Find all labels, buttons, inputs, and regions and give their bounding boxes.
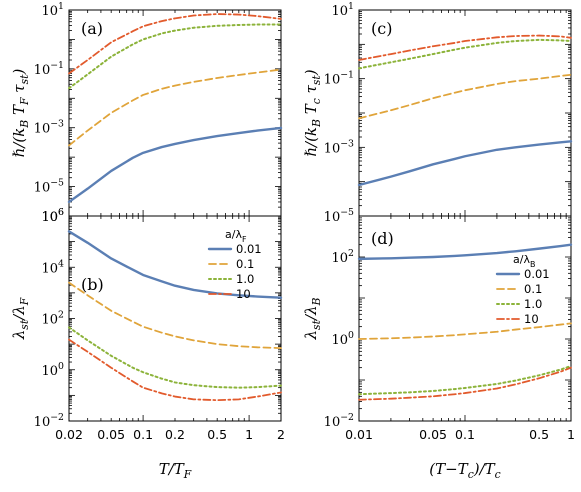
- series-line-1_0: [358, 364, 572, 396]
- x-axis-label-d: (T−Tc)/Tc: [429, 460, 500, 481]
- y-tick-label: 100: [42, 361, 65, 379]
- y-axis-label-b: λst/λF: [10, 297, 31, 340]
- panel-label-d: (d): [371, 229, 394, 248]
- series-line-0_01: [67, 126, 283, 204]
- x-tick-label: 0.05: [419, 427, 447, 442]
- y-tick-label: 10−5: [324, 207, 354, 225]
- panel-b: 10−2 100 102 104 106 0.02 0.05 0.1 0.2 0.5 1 2 (b) λs…: [10, 207, 285, 481]
- legend-title-b: a/λF: [225, 228, 247, 244]
- x-tick-label: 0.02: [55, 427, 83, 442]
- panel-c: 10−5 10−3 10−1 101 (c) ℏ/(kB Tc τst): [302, 1, 573, 225]
- series-line-0_01: [67, 230, 283, 299]
- series-line-0_01: [357, 140, 573, 187]
- x-tick-label: 0.5: [207, 427, 227, 442]
- series-line-10: [358, 366, 572, 401]
- series-line-0_1: [68, 68, 282, 147]
- x-tick-label: 0.5: [529, 427, 549, 442]
- series-line-10: [358, 34, 572, 61]
- y-tick-label: 10−3: [34, 119, 64, 137]
- x-tick-label: 0.2: [165, 427, 185, 442]
- legend-label-10: 10: [524, 312, 539, 326]
- legend-label-1_0: 1.0: [524, 297, 542, 311]
- series-line-0_1: [358, 322, 572, 340]
- y-tick-label: 106: [42, 207, 65, 225]
- legend-label-1_0: 1.0: [236, 272, 254, 286]
- x-tick-label: 1: [567, 427, 575, 442]
- legend-label-0_1: 0.1: [236, 257, 254, 271]
- x-tick-label: 1: [245, 427, 253, 442]
- panel-label-a: (a): [81, 19, 103, 38]
- y-tick-label: 102: [332, 248, 355, 266]
- y-tick-label: 104: [42, 258, 65, 276]
- legend-label-0_1: 0.1: [524, 282, 542, 296]
- legend-title-d: a/λB: [513, 253, 535, 269]
- panel-a: 106 10−5 10−3 10−1 101 (a) ℏ/(kB TF τst): [10, 1, 283, 225]
- y-axis-label-c: ℏ/(kB Tc τst): [302, 69, 323, 156]
- y-axis-label-a: ℏ/(kB TF τst): [10, 69, 31, 158]
- x-tick-label: 0.1: [133, 427, 153, 442]
- series-line-1_0: [68, 326, 282, 389]
- y-tick-label: 10−1: [34, 60, 64, 78]
- series-line-0_01: [357, 243, 573, 261]
- x-axis-label-b: T/TF: [159, 460, 192, 481]
- y-tick-label: 102: [42, 310, 65, 328]
- y-tick-label: 10−2: [34, 412, 64, 430]
- series-line-10: [68, 338, 282, 402]
- y-tick-label: 10−3: [324, 138, 354, 156]
- y-tick-label: 106: [42, 207, 65, 225]
- series-line-1_0: [358, 38, 572, 70]
- y-tick-label: 10−5: [34, 178, 64, 196]
- x-tick-label: 0.05: [97, 427, 125, 442]
- series-line-10: [68, 13, 282, 75]
- y-tick-label: 101: [332, 1, 355, 19]
- x-tick-label: 2: [277, 427, 285, 442]
- panel-label-b: (b): [81, 275, 104, 294]
- x-tick-label: 0.01: [345, 427, 373, 442]
- y-axis-label-d: λst/λB: [302, 297, 323, 340]
- series-line-0_1: [68, 281, 282, 349]
- x-tick-label: 0.1: [455, 427, 475, 442]
- legend-label-10: 10: [236, 287, 251, 301]
- y-tick-label: 100: [332, 330, 355, 348]
- series-line-0_1: [358, 73, 572, 120]
- series-line-1_0: [68, 23, 282, 90]
- panel-label-c: (c): [371, 19, 392, 38]
- panel-d: 10−2 100 102 0.01 0.05 0.1 0.5 1 (d) λst/λB (T−Tc)…: [302, 215, 575, 481]
- y-tick-label: 10−1: [324, 70, 354, 88]
- legend-label-0_01: 0.01: [524, 267, 550, 281]
- y-tick-label: 101: [42, 1, 65, 19]
- plot-frame-a: [68, 9, 282, 217]
- y-tick-label: 10−2: [324, 412, 354, 430]
- legend-label-0_01: 0.01: [236, 242, 262, 256]
